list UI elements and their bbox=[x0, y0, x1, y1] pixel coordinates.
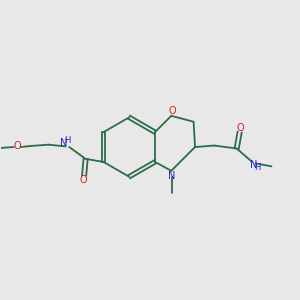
Text: O: O bbox=[168, 106, 176, 116]
Text: O: O bbox=[80, 175, 87, 185]
Text: H: H bbox=[255, 163, 261, 172]
Text: O: O bbox=[14, 141, 21, 151]
Text: N: N bbox=[250, 160, 257, 170]
Text: O: O bbox=[236, 123, 244, 133]
Text: H: H bbox=[64, 136, 70, 145]
Text: N: N bbox=[169, 171, 176, 181]
Text: N: N bbox=[59, 139, 67, 148]
